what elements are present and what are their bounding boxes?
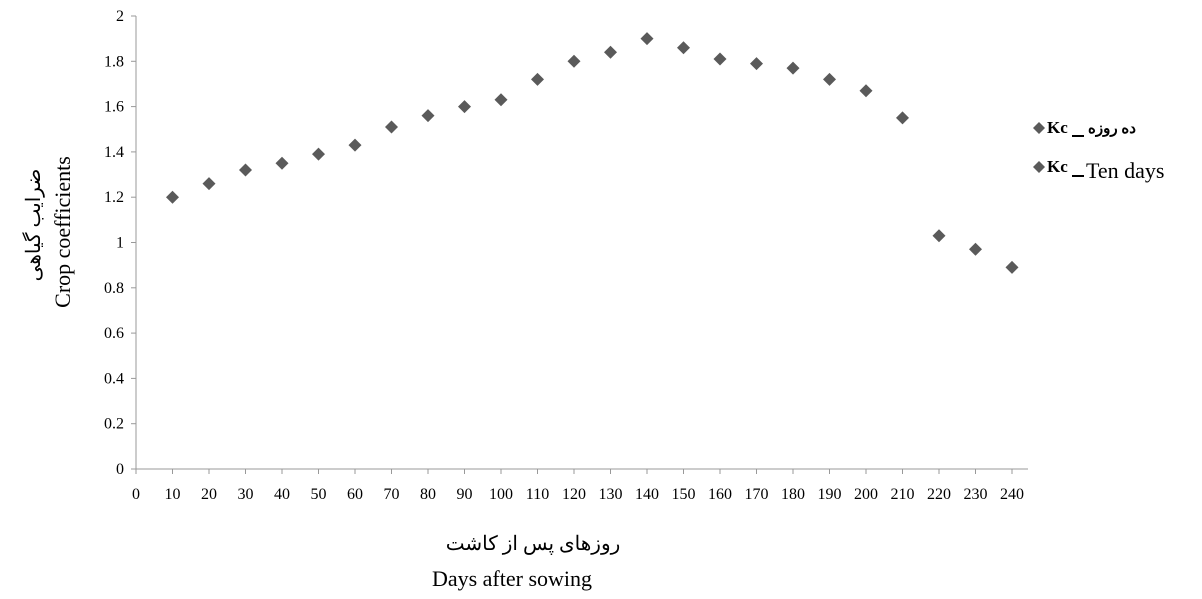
data-point (786, 61, 800, 75)
legend-marker (1033, 122, 1045, 134)
y-axis-title: Crop coefficients (50, 156, 75, 308)
y-tick-label: 1.8 (104, 53, 124, 70)
x-tick-label: 170 (745, 486, 769, 503)
data-point (713, 52, 727, 66)
x-tick-label: 30 (238, 486, 254, 503)
y-axis-title-persian: ضرایب گیاهی (22, 169, 45, 282)
x-tick-label: 180 (781, 486, 805, 503)
data-point (166, 190, 179, 204)
x-tick-label: 20 (201, 486, 217, 503)
x-tick-label: 60 (347, 486, 363, 503)
data-point (458, 100, 471, 114)
x-tick-label: 160 (708, 486, 732, 503)
x-tick-label: 190 (818, 486, 842, 503)
legend-series-prefix: Kc (1047, 157, 1068, 176)
data-point (494, 93, 508, 107)
x-axis-ticks: 0 10 20 30 40 50 60 70 80 90 100 110 120 130 140 150 160… (132, 469, 1024, 503)
y-axis-ticks: 0 0.2 0.4 0.6 0.8 1 1.2 1.4 1.6 1.8 2 (104, 8, 136, 478)
data-point (932, 229, 946, 243)
x-tick-label: 90 (457, 486, 473, 503)
legend-entry-english: Kc Ten days (1033, 157, 1165, 183)
data-point (896, 111, 909, 125)
x-axis-title-persian: روزهای پس از کاشت (446, 533, 621, 555)
x-tick-label: 50 (311, 486, 327, 503)
data-point (312, 147, 325, 161)
x-tick-label: 10 (165, 486, 181, 503)
data-point (859, 84, 873, 98)
data-points (166, 32, 1019, 274)
data-point (677, 41, 690, 55)
x-axis-title: Days after sowing (432, 566, 592, 591)
x-tick-label: 150 (672, 486, 696, 503)
y-tick-label: 0.8 (104, 280, 124, 297)
data-point (567, 54, 581, 68)
y-tick-label: 0.4 (104, 370, 124, 387)
data-point (385, 120, 398, 134)
x-tick-label: 200 (854, 486, 878, 503)
legend: Kc ده روزه Kc Ten days (1033, 118, 1165, 183)
x-tick-label: 220 (927, 486, 951, 503)
data-point (348, 138, 362, 152)
y-tick-label: 1.4 (104, 144, 124, 161)
legend-label-english: Ten days (1086, 158, 1165, 183)
data-point (823, 72, 836, 86)
plot-area: 0 0.2 0.4 0.6 0.8 1 1.2 1.4 1.6 1.8 2 0 10 20 30 40 50 6… (104, 8, 1028, 503)
legend-entry-persian: Kc ده روزه (1033, 118, 1136, 137)
x-tick-label: 40 (274, 486, 290, 503)
x-tick-label: 0 (132, 486, 140, 503)
data-point (640, 32, 654, 46)
legend-marker (1033, 161, 1045, 173)
data-point (604, 45, 617, 59)
data-point (1005, 260, 1019, 274)
data-point (531, 72, 544, 86)
data-point (275, 156, 289, 170)
x-tick-label: 70 (384, 486, 400, 503)
x-tick-label: 120 (562, 486, 586, 503)
y-tick-label: 1.6 (104, 99, 124, 116)
x-tick-label: 130 (599, 486, 623, 503)
data-point (421, 109, 435, 123)
x-tick-label: 210 (891, 486, 915, 503)
data-point (202, 177, 216, 191)
data-point (750, 57, 763, 71)
x-tick-label: 240 (1000, 486, 1024, 503)
y-tick-label: 0.6 (104, 325, 124, 342)
y-tick-label: 1.2 (104, 189, 124, 206)
data-point (239, 163, 252, 177)
y-tick-label: 0 (116, 461, 124, 478)
data-point (969, 242, 982, 256)
y-tick-label: 1 (116, 235, 124, 252)
legend-label-persian: ده روزه (1088, 121, 1136, 137)
x-tick-label: 100 (489, 486, 513, 503)
y-tick-label: 2 (116, 8, 124, 25)
x-tick-label: 140 (635, 486, 659, 503)
x-tick-label: 110 (526, 486, 549, 503)
y-tick-label: 0.2 (104, 416, 124, 433)
legend-series-prefix: Kc (1047, 118, 1068, 137)
x-tick-label: 80 (420, 486, 436, 503)
x-tick-label: 230 (964, 486, 988, 503)
